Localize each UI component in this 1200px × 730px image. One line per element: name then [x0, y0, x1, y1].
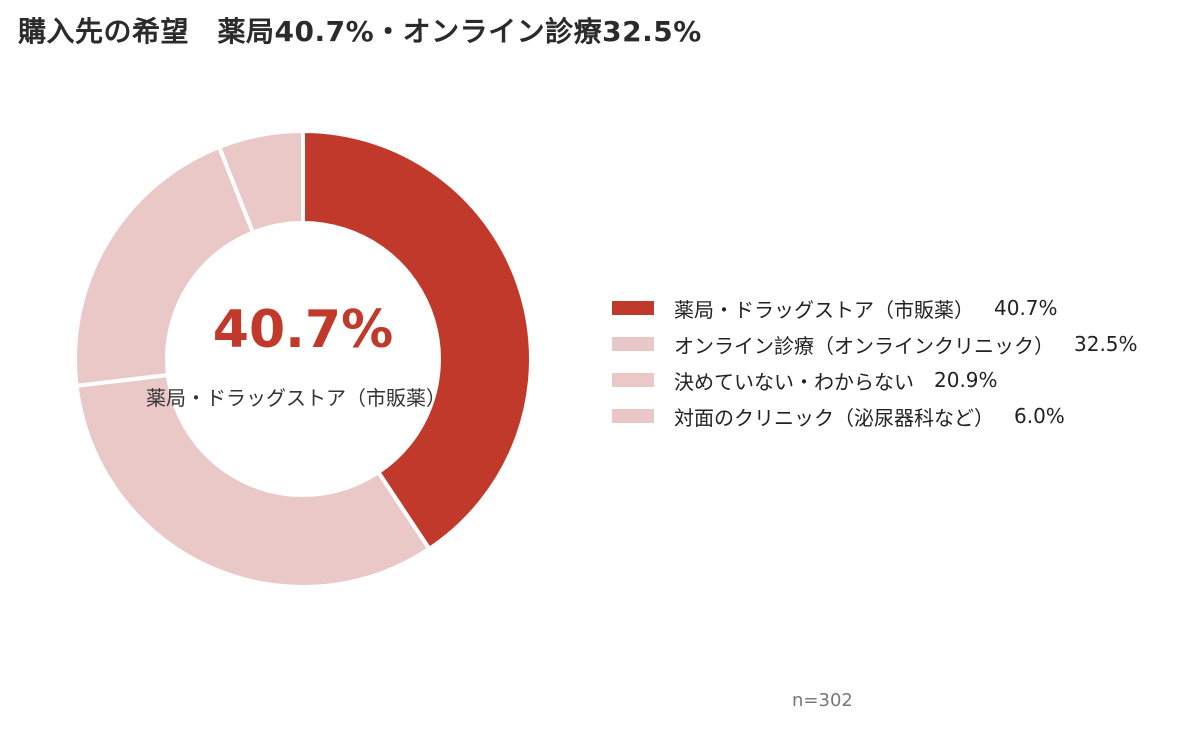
- legend-value: 20.9%: [934, 368, 998, 392]
- legend: 薬局・ドラッグストア（市販薬） 40.7% オンライン診療（オンラインクリニック…: [612, 290, 1138, 434]
- center-value: 40.7%: [213, 300, 393, 360]
- legend-item[interactable]: 薬局・ドラッグストア（市販薬） 40.7%: [612, 290, 1138, 326]
- donut-slice[interactable]: [74, 372, 433, 589]
- legend-label: 決めていない・わからない: [674, 369, 914, 394]
- donut-slice[interactable]: [73, 144, 256, 388]
- legend-item[interactable]: 対面のクリニック（泌尿器科など） 6.0%: [612, 398, 1138, 434]
- legend-swatch: [612, 409, 654, 423]
- legend-swatch: [612, 337, 654, 351]
- center-label: 薬局・ドラッグストア（市販薬）: [146, 386, 446, 410]
- legend-label: オンライン診療（オンラインクリニック）: [674, 333, 1054, 358]
- legend-swatch: [612, 301, 654, 315]
- legend-item[interactable]: オンライン診療（オンラインクリニック） 32.5%: [612, 326, 1138, 362]
- legend-value: 6.0%: [1014, 404, 1065, 428]
- chart-title: 購入先の希望 薬局40.7%・オンライン診療32.5%: [18, 15, 702, 48]
- donut-slices: [73, 128, 533, 589]
- legend-item[interactable]: 決めていない・わからない 20.9%: [612, 362, 1138, 398]
- sample-size-note: n=302: [792, 690, 853, 711]
- legend-value: 40.7%: [994, 296, 1058, 320]
- donut-slice[interactable]: [216, 128, 305, 236]
- donut-slice[interactable]: [301, 128, 533, 552]
- legend-value: 32.5%: [1074, 332, 1138, 356]
- legend-label: 薬局・ドラッグストア（市販薬）: [674, 297, 974, 322]
- legend-label: 対面のクリニック（泌尿器科など）: [674, 405, 994, 430]
- legend-swatch: [612, 373, 654, 387]
